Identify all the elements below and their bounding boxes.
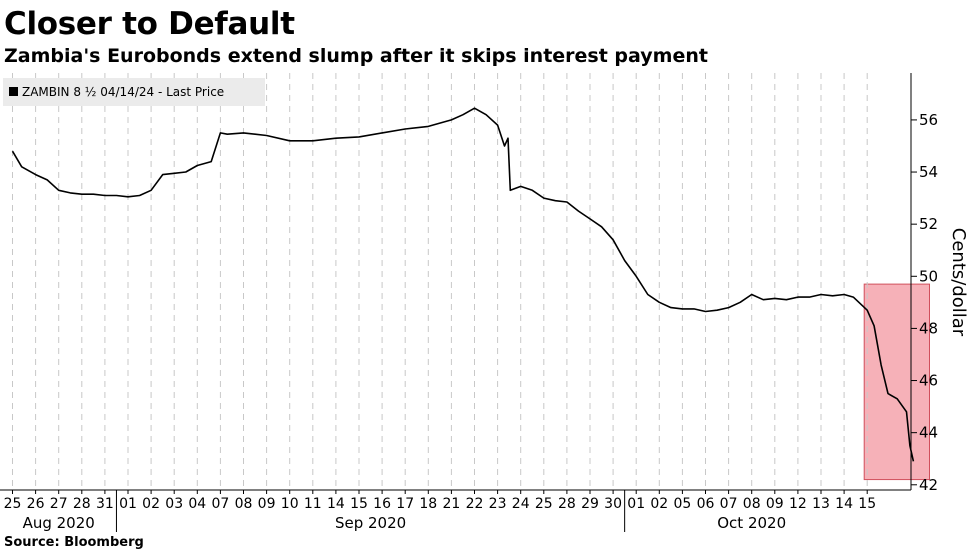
chart-subtitle: Zambia's Eurobonds extend slump after it…	[4, 45, 708, 67]
x-tick-label: 28	[73, 496, 91, 512]
y-tick-label: 48	[919, 319, 938, 337]
x-tick-label: 06	[697, 496, 715, 512]
y-tick-label: 56	[919, 111, 938, 129]
x-tick-label: 31	[96, 496, 114, 512]
x-tick-label: 22	[466, 496, 484, 512]
legend-label: ZAMBIN 8 ½ 04/14/24 - Last Price	[22, 85, 224, 99]
x-tick-label: 17	[396, 496, 414, 512]
x-tick-label: 01	[627, 496, 645, 512]
x-tick-label: 08	[235, 496, 253, 512]
x-tick-label: 30	[604, 496, 622, 512]
x-tick-label: 28	[558, 496, 576, 512]
x-tick-label: 24	[512, 496, 530, 512]
y-tick-label: 50	[919, 267, 938, 285]
x-tick-label: 07	[720, 496, 738, 512]
x-tick-label: 25	[535, 496, 553, 512]
x-tick-label: 08	[743, 496, 761, 512]
x-tick-label: 02	[142, 496, 160, 512]
x-tick-label: 15	[350, 496, 368, 512]
x-tick-label: 16	[373, 496, 391, 512]
x-tick-label: 07	[211, 496, 229, 512]
x-tick-label: 11	[304, 496, 322, 512]
y-tick-label: 52	[919, 215, 938, 233]
x-tick-label: 03	[165, 496, 183, 512]
x-tick-label: 12	[789, 496, 807, 512]
x-tick-label: 26	[27, 496, 45, 512]
y-tick-label: 54	[919, 163, 938, 181]
x-tick-label: 18	[419, 496, 437, 512]
x-tick-label: 14	[835, 496, 853, 512]
x-tick-label: 27	[50, 496, 68, 512]
x-tick-label: 10	[281, 496, 299, 512]
legend-box	[3, 78, 265, 106]
month-label: Sep 2020	[335, 514, 406, 532]
x-tick-label: 13	[812, 496, 830, 512]
x-tick-label: 15	[858, 496, 876, 512]
x-tick-label: 04	[188, 496, 206, 512]
legend-swatch	[9, 87, 18, 96]
y-tick-label: 46	[919, 372, 938, 390]
highlight-box	[863, 283, 931, 481]
x-tick-label: 09	[766, 496, 784, 512]
x-tick-label: 29	[581, 496, 599, 512]
y-tick-label: 42	[919, 476, 938, 494]
x-tick-label: 25	[4, 496, 22, 512]
x-tick-label: 01	[119, 496, 137, 512]
x-tick-label: 21	[442, 496, 460, 512]
y-tick-label: 44	[919, 424, 938, 442]
x-tick-label: 02	[650, 496, 668, 512]
x-tick-label: 14	[327, 496, 345, 512]
series-line	[11, 107, 915, 462]
x-tick-label: 05	[673, 496, 691, 512]
x-tick-label: 09	[258, 496, 276, 512]
x-tick-label: 23	[489, 496, 507, 512]
month-label: Aug 2020	[23, 514, 95, 532]
month-label: Oct 2020	[717, 514, 786, 532]
chart-title: Closer to Default	[4, 6, 295, 42]
y-axis-label: Cents/dollar	[948, 228, 969, 337]
source-note: Source: Bloomberg	[4, 535, 144, 550]
